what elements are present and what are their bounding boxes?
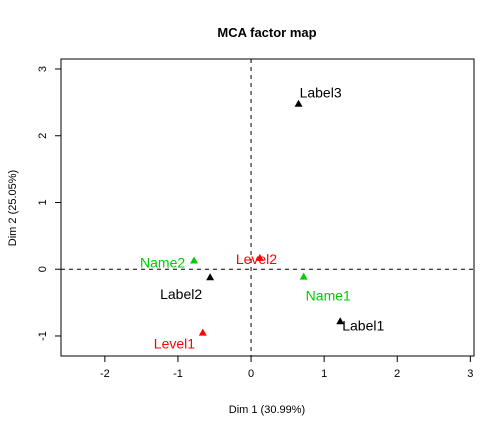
y-tick-label: 3 <box>37 66 49 72</box>
point-label3-marker <box>294 99 303 107</box>
point-label1-label: Label1 <box>342 317 384 333</box>
point-name2-marker <box>190 256 199 264</box>
point-label1-marker <box>336 317 345 325</box>
point-name1-label: Name1 <box>306 288 351 304</box>
y-tick-label: 2 <box>37 133 49 139</box>
plot-frame <box>60 58 475 357</box>
point-level1-label: Level1 <box>154 336 195 352</box>
chart-title: MCA factor map <box>217 25 316 40</box>
point-label2-marker <box>206 273 215 281</box>
x-tick-label: 0 <box>248 368 254 380</box>
point-name1-marker <box>299 272 308 280</box>
y-axis-label: Dim 2 (25.05%) <box>7 170 19 246</box>
point-name2-label: Name2 <box>140 255 185 271</box>
x-tick-label: 3 <box>467 368 473 380</box>
y-tick-label: 1 <box>37 199 49 205</box>
y-tick-label: 0 <box>37 266 49 272</box>
y-tick-label: -1 <box>37 331 49 341</box>
x-axis-label: Dim 1 (30.99%) <box>229 404 305 416</box>
x-axis: -2 -1 0 1 2 3 <box>100 356 473 380</box>
x-tick-label: -2 <box>100 368 110 380</box>
x-tick-label: 2 <box>394 368 400 380</box>
point-level2-label: Level2 <box>236 251 277 267</box>
x-tick-label: 1 <box>321 368 327 380</box>
point-level1-marker <box>198 328 207 336</box>
points-layer: Label3 Level2 Name2 Label2 Name1 Label1 Level1 <box>140 85 384 352</box>
reference-lines <box>61 59 474 356</box>
point-label2-label: Label2 <box>160 286 202 302</box>
y-axis: -1 0 1 2 3 <box>37 66 61 341</box>
point-label3-label: Label3 <box>300 85 342 101</box>
x-tick-label: -1 <box>173 368 183 380</box>
point-level2-marker <box>255 253 264 261</box>
